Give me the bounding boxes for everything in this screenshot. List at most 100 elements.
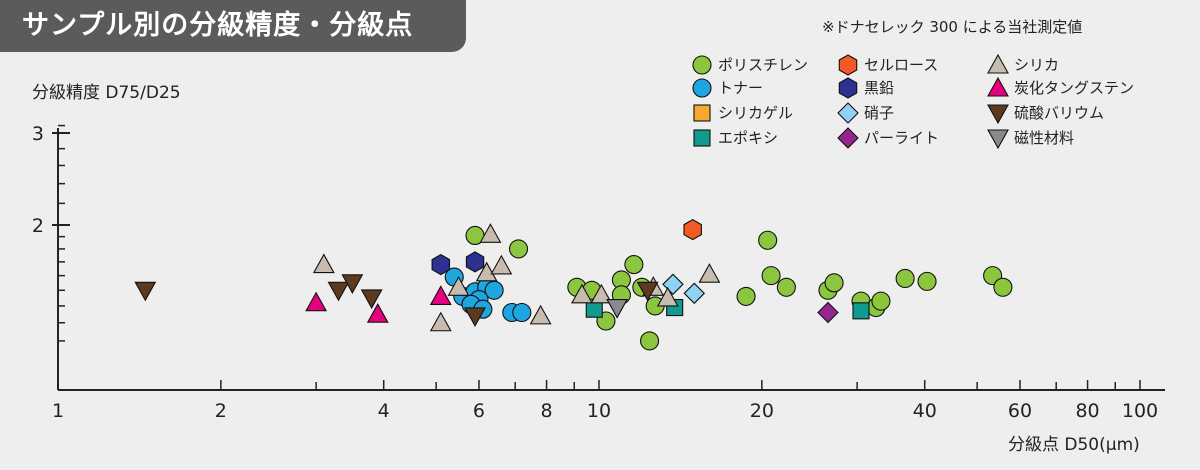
data-point — [447, 276, 470, 296]
legend-marker — [838, 54, 858, 76]
legend-marker — [987, 76, 1009, 97]
data-point — [366, 303, 389, 323]
legend-item: 炭化タングステン — [987, 76, 1134, 97]
legend-marker — [987, 129, 1009, 150]
series-5 — [431, 251, 485, 276]
data-point — [917, 271, 937, 291]
legend-marker — [693, 129, 711, 147]
data-point — [736, 286, 756, 306]
legend-marker — [692, 55, 712, 75]
data-point — [817, 301, 839, 324]
data-point — [512, 302, 532, 323]
legend-label: 磁性材料 — [1014, 129, 1074, 147]
legend-marker — [693, 104, 711, 122]
data-point — [993, 277, 1013, 297]
legend-marker — [838, 77, 858, 99]
data-point — [656, 286, 679, 307]
data-point — [305, 291, 328, 312]
legend-label: パーライト — [864, 129, 939, 147]
legend-label: エポキシ — [718, 129, 778, 147]
y-axis-title: 分級精度 D75/D25 — [32, 83, 181, 103]
legend-marker — [837, 102, 859, 124]
data-point — [429, 285, 452, 305]
data-point — [624, 255, 644, 275]
legend-label: シリカゲル — [718, 104, 793, 122]
series-9 — [305, 285, 452, 323]
legend-item: トナー — [692, 78, 763, 98]
legend-item: パーライト — [837, 127, 939, 149]
x-tick-label: 8 — [541, 400, 553, 422]
data-point — [852, 302, 870, 320]
series-11 — [606, 299, 629, 319]
data-point — [490, 254, 513, 275]
x-tick-label: 10 — [587, 400, 611, 422]
data-point — [683, 282, 706, 305]
y-tick-label: 3 — [32, 123, 44, 145]
data-point — [585, 300, 603, 318]
legend-label: セルロース — [864, 56, 938, 74]
legend-marker — [837, 127, 859, 149]
legend-item: 磁性材料 — [987, 129, 1074, 150]
legend-marker — [692, 78, 712, 98]
data-point — [465, 251, 485, 273]
data-point — [683, 218, 702, 241]
data-point — [479, 223, 502, 243]
legend-label: シリカ — [1014, 56, 1059, 74]
legend-label: ポリスチレン — [718, 56, 808, 74]
y-tick-label: 2 — [32, 215, 44, 237]
series-10 — [134, 274, 659, 328]
data-point — [639, 331, 660, 351]
data-point — [475, 261, 498, 282]
data-point — [571, 283, 593, 304]
legend-label: トナー — [718, 79, 763, 97]
series-7 — [817, 301, 839, 324]
legend-item: 硫酸バリウム — [987, 104, 1104, 125]
legend-item: ポリスチレン — [692, 55, 808, 75]
data-point — [327, 281, 350, 302]
chart-title: サンプル別の分級精度・分級点 — [0, 0, 466, 52]
x-tick-label: 6 — [473, 400, 485, 422]
data-point — [508, 239, 529, 259]
x-tick-label: 60 — [1008, 400, 1032, 422]
series-0 — [465, 225, 1013, 351]
x-tick-label: 80 — [1075, 400, 1099, 422]
data-point — [824, 273, 844, 293]
legend-label: 黒鉛 — [864, 79, 894, 97]
data-point — [134, 281, 157, 302]
legend-item: 黒鉛 — [838, 77, 894, 99]
data-point — [606, 299, 629, 319]
data-points — [134, 218, 1013, 351]
legend-item: 硝子 — [837, 102, 894, 124]
data-point — [360, 289, 383, 310]
data-point — [429, 311, 452, 332]
data-point — [464, 307, 486, 328]
data-point — [776, 277, 796, 297]
legend-item: シリカゲル — [693, 104, 793, 122]
legend-marker — [987, 53, 1009, 74]
legend-marker — [987, 104, 1009, 125]
data-point — [312, 253, 335, 274]
x-tick-label: 20 — [750, 400, 774, 422]
x-tick-label: 40 — [913, 400, 937, 422]
data-point — [590, 283, 613, 304]
x-tick-label: 100 — [1122, 400, 1158, 422]
data-point — [871, 291, 891, 311]
legend-label: 硫酸バリウム — [1014, 104, 1104, 122]
legend-label: 炭化タングステン — [1014, 79, 1134, 97]
data-point — [431, 253, 451, 276]
x-tick-label: 4 — [378, 400, 390, 422]
x-tick-label: 1 — [52, 400, 64, 422]
data-point — [758, 230, 778, 250]
axes: 2 3 1 2 4 6 8 10 20 40 60 80 100 — [32, 123, 1165, 422]
data-point — [341, 274, 364, 294]
x-axis-title: 分級点 D50(μm) — [1008, 435, 1140, 455]
data-point — [761, 266, 781, 286]
data-point — [895, 268, 915, 289]
measurement-note: ※ドナセレック 300 による当社測定値 — [822, 18, 1083, 36]
x-tick-label: 2 — [215, 400, 227, 422]
legend-item: セルロース — [838, 54, 938, 76]
data-point — [698, 263, 721, 283]
legend-item: エポキシ — [693, 129, 778, 147]
